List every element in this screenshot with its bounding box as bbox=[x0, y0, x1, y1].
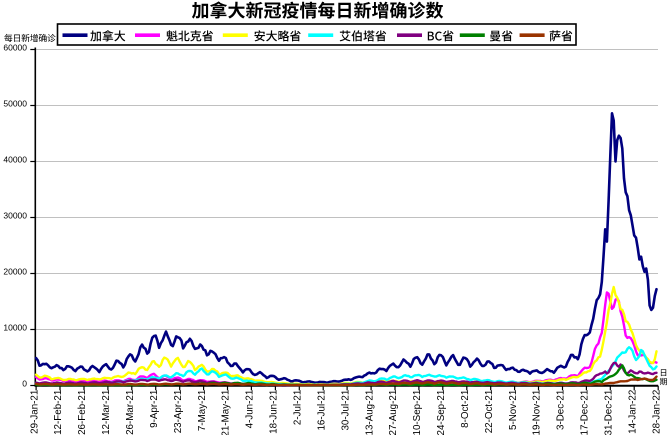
svg-text:16-Jul-21: 16-Jul-21 bbox=[316, 390, 327, 431]
svg-text:26-Mar-21: 26-Mar-21 bbox=[125, 390, 136, 435]
svg-text:24-Sep-21: 24-Sep-21 bbox=[436, 390, 447, 435]
svg-text:12-Feb-21: 12-Feb-21 bbox=[53, 390, 64, 435]
svg-text:12-Mar-21: 12-Mar-21 bbox=[101, 390, 112, 435]
svg-text:30000: 30000 bbox=[3, 210, 27, 220]
svg-text:26-Feb-21: 26-Feb-21 bbox=[77, 390, 88, 435]
svg-text:2-Jul-21: 2-Jul-21 bbox=[292, 390, 303, 425]
svg-text:29-Jan-21: 29-Jan-21 bbox=[29, 390, 40, 434]
svg-text:50000: 50000 bbox=[3, 98, 27, 108]
svg-text:60000: 60000 bbox=[3, 42, 27, 52]
svg-text:23-Apr-21: 23-Apr-21 bbox=[173, 390, 184, 434]
svg-text:13-Aug-21: 13-Aug-21 bbox=[364, 390, 375, 435]
svg-text:30-Jul-21: 30-Jul-21 bbox=[340, 390, 351, 431]
svg-text:19-Nov-21: 19-Nov-21 bbox=[532, 390, 543, 435]
svg-text:9-Apr-21: 9-Apr-21 bbox=[149, 390, 160, 428]
svg-text:31-Dec-21: 31-Dec-21 bbox=[604, 390, 615, 435]
svg-text:3-Dec-21: 3-Dec-21 bbox=[556, 390, 567, 430]
svg-text:10000: 10000 bbox=[3, 322, 27, 332]
svg-text:10-Sep-21: 10-Sep-21 bbox=[412, 390, 423, 435]
svg-text:18-Jun-21: 18-Jun-21 bbox=[269, 390, 280, 434]
svg-text:8-Oct-21: 8-Oct-21 bbox=[460, 390, 471, 428]
svg-text:40000: 40000 bbox=[3, 154, 27, 164]
svg-text:7-May-21: 7-May-21 bbox=[197, 390, 208, 431]
svg-text:5-Nov-21: 5-Nov-21 bbox=[508, 390, 519, 430]
svg-text:14-Jan-22: 14-Jan-22 bbox=[627, 390, 638, 434]
svg-text:22-Oct-21: 22-Oct-21 bbox=[484, 390, 495, 434]
svg-text:28-Jan-22: 28-Jan-22 bbox=[651, 390, 662, 434]
svg-text:17-Dec-21: 17-Dec-21 bbox=[580, 390, 591, 435]
svg-text:21-May-21: 21-May-21 bbox=[221, 390, 232, 435]
svg-text:0: 0 bbox=[22, 378, 27, 388]
svg-text:27-Aug-21: 27-Aug-21 bbox=[388, 390, 399, 435]
svg-text:20000: 20000 bbox=[3, 266, 27, 276]
svg-text:4-Jun-21: 4-Jun-21 bbox=[245, 390, 256, 429]
